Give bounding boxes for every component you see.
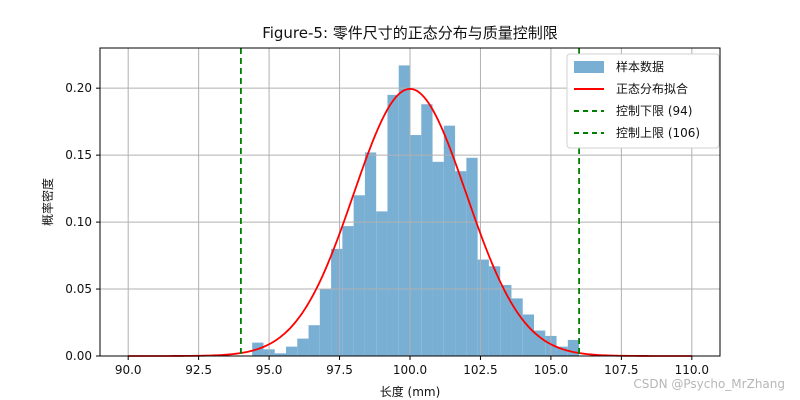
histogram-bar [500, 285, 512, 356]
histogram-bar [522, 314, 534, 356]
x-tick-label: 100.0 [393, 363, 427, 377]
histogram-bar [443, 125, 456, 357]
histogram-bar [342, 226, 354, 356]
legend-sample-data: 样本数据 [616, 59, 664, 74]
legend-normal-fit: 正态分布拟合 [616, 81, 688, 96]
x-tick-label: 90.0 [115, 363, 142, 377]
histogram-bar [398, 65, 410, 357]
histogram-bar [410, 135, 422, 356]
histogram-bar [455, 171, 467, 356]
histogram-bar [319, 289, 332, 356]
y-axis-label: 概率密度 [40, 178, 55, 226]
x-tick-label: 110.0 [675, 363, 709, 377]
normal-fit-curve [128, 87, 692, 357]
x-axis-label: 长度 (mm) [380, 384, 441, 399]
histogram-bar [387, 94, 399, 356]
histogram-bar [534, 330, 546, 356]
histogram-bar [297, 338, 309, 356]
x-tick-label: 102.5 [463, 363, 497, 377]
histogram-bar [477, 259, 489, 356]
histogram-bar [511, 298, 523, 356]
histogram-bar [308, 325, 320, 356]
y-tick-label: 0.00 [65, 349, 92, 363]
histogram-bar [353, 195, 365, 356]
legend-box [566, 53, 720, 149]
y-tick-label: 0.20 [65, 81, 92, 95]
histogram-bar [331, 248, 343, 356]
legend-upper-control: 控制上限 (106) [616, 126, 700, 140]
watermark: CSDN @Psycho_MrZhang [633, 377, 785, 391]
y-tick-label: 0.05 [65, 282, 92, 296]
chart-title: Figure-5: 零件尺寸的正态分布与质量控制限 [262, 24, 558, 42]
x-tick-label: 97.5 [326, 363, 353, 377]
histogram-bar [556, 346, 568, 356]
legend-sample-data-swatch [574, 61, 604, 73]
x-tick-label: 95.0 [256, 363, 283, 377]
x-tick-label: 105.0 [534, 363, 568, 377]
histogram-bar [376, 211, 388, 356]
y-tick-label: 0.15 [65, 148, 92, 162]
x-tick-label: 92.5 [185, 363, 212, 377]
x-tick-label: 107.5 [604, 363, 638, 377]
histogram-bar [567, 339, 580, 356]
y-tick-label: 0.10 [65, 215, 92, 229]
legend-lower-control: 控制下限 (94) [616, 104, 692, 118]
histogram-bar [466, 157, 478, 356]
histogram-bar [274, 353, 286, 356]
histogram-bar [488, 266, 501, 356]
histogram-bar [421, 104, 433, 357]
histogram-bar [432, 161, 444, 356]
histogram-bar [364, 152, 377, 356]
histogram-bar [286, 346, 298, 356]
